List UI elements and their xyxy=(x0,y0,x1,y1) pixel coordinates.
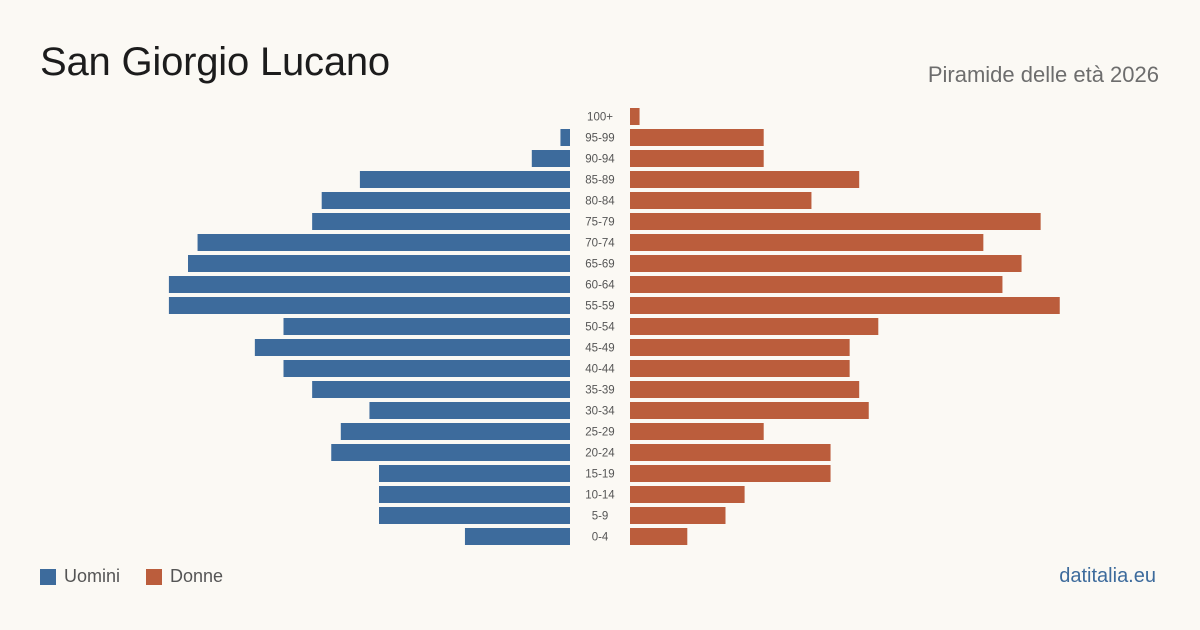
bar-men-45-49 xyxy=(254,339,570,356)
legend-item-men: Uomini xyxy=(40,566,120,587)
bar-men-75-79 xyxy=(312,213,570,230)
bar-women-15-19 xyxy=(630,465,831,482)
bar-men-15-19 xyxy=(379,465,570,482)
bar-men-95-99 xyxy=(560,129,570,146)
legend-swatch-women xyxy=(146,568,163,585)
source-link[interactable]: datitalia.eu xyxy=(1059,565,1156,587)
bar-women-70-74 xyxy=(630,234,984,251)
bar-men-20-24 xyxy=(331,444,570,461)
bar-women-90-94 xyxy=(630,150,764,167)
age-label-25-29: 25-29 xyxy=(585,427,614,439)
bar-women-5-9 xyxy=(630,507,726,524)
age-label-75-79: 75-79 xyxy=(585,217,614,229)
bar-women-10-14 xyxy=(630,486,745,503)
bar-men-90-94 xyxy=(531,150,570,167)
bar-men-5-9 xyxy=(379,507,570,524)
age-label-100+: 100+ xyxy=(587,112,613,124)
bar-women-35-39 xyxy=(630,381,860,398)
age-label-85-89: 85-89 xyxy=(585,175,614,187)
age-label-5-9: 5-9 xyxy=(592,511,609,523)
bar-women-45-49 xyxy=(630,339,850,356)
bar-men-80-84 xyxy=(321,192,570,209)
bar-men-55-59 xyxy=(168,297,570,314)
legend-label-men: Uomini xyxy=(64,566,121,586)
age-label-55-59: 55-59 xyxy=(585,301,614,313)
bar-women-20-24 xyxy=(630,444,831,461)
age-label-50-54: 50-54 xyxy=(585,322,615,334)
bar-women-100+ xyxy=(630,108,640,125)
chart-subtitle: Piramide delle età 2026 xyxy=(927,62,1159,87)
legend-label-women: Donne xyxy=(170,566,224,586)
age-label-20-24: 20-24 xyxy=(585,448,615,460)
bar-women-95-99 xyxy=(630,129,764,146)
age-label-0-4: 0-4 xyxy=(592,532,609,544)
bar-women-50-54 xyxy=(630,318,879,335)
bar-women-55-59 xyxy=(630,297,1060,314)
age-label-30-34: 30-34 xyxy=(585,406,615,418)
bar-men-10-14 xyxy=(379,486,570,503)
page-title: San Giorgio Lucano xyxy=(40,40,390,84)
bar-men-60-64 xyxy=(168,276,570,293)
age-label-95-99: 95-99 xyxy=(585,133,614,145)
bar-men-25-29 xyxy=(340,423,570,440)
bar-men-35-39 xyxy=(312,381,570,398)
age-label-40-44: 40-44 xyxy=(585,364,615,376)
bar-women-80-84 xyxy=(630,192,812,209)
legend-swatch-men xyxy=(40,568,56,585)
bar-women-65-69 xyxy=(630,255,1022,272)
age-label-90-94: 90-94 xyxy=(585,154,615,166)
bar-men-65-69 xyxy=(188,255,570,272)
age-label-65-69: 65-69 xyxy=(585,259,614,271)
legend: Uomini Donne xyxy=(40,566,249,587)
bar-men-40-44 xyxy=(283,360,570,377)
bar-women-85-89 xyxy=(630,171,860,188)
legend-item-women: Donne xyxy=(146,566,223,587)
age-label-15-19: 15-19 xyxy=(585,469,614,481)
bar-men-85-89 xyxy=(359,171,570,188)
bar-women-40-44 xyxy=(630,360,850,377)
age-label-45-49: 45-49 xyxy=(585,343,614,355)
bar-men-0-4 xyxy=(464,528,570,545)
age-label-35-39: 35-39 xyxy=(585,385,614,397)
age-label-70-74: 70-74 xyxy=(585,238,615,250)
bar-women-25-29 xyxy=(630,423,764,440)
bar-women-75-79 xyxy=(630,213,1041,230)
age-label-80-84: 80-84 xyxy=(585,196,615,208)
bar-women-30-34 xyxy=(630,402,869,419)
bar-men-50-54 xyxy=(283,318,570,335)
bar-women-60-64 xyxy=(630,276,1003,293)
bar-men-30-34 xyxy=(369,402,570,419)
bar-men-70-74 xyxy=(197,234,571,251)
age-label-60-64: 60-64 xyxy=(585,280,615,292)
bar-women-0-4 xyxy=(630,528,688,545)
age-label-10-14: 10-14 xyxy=(585,490,615,502)
